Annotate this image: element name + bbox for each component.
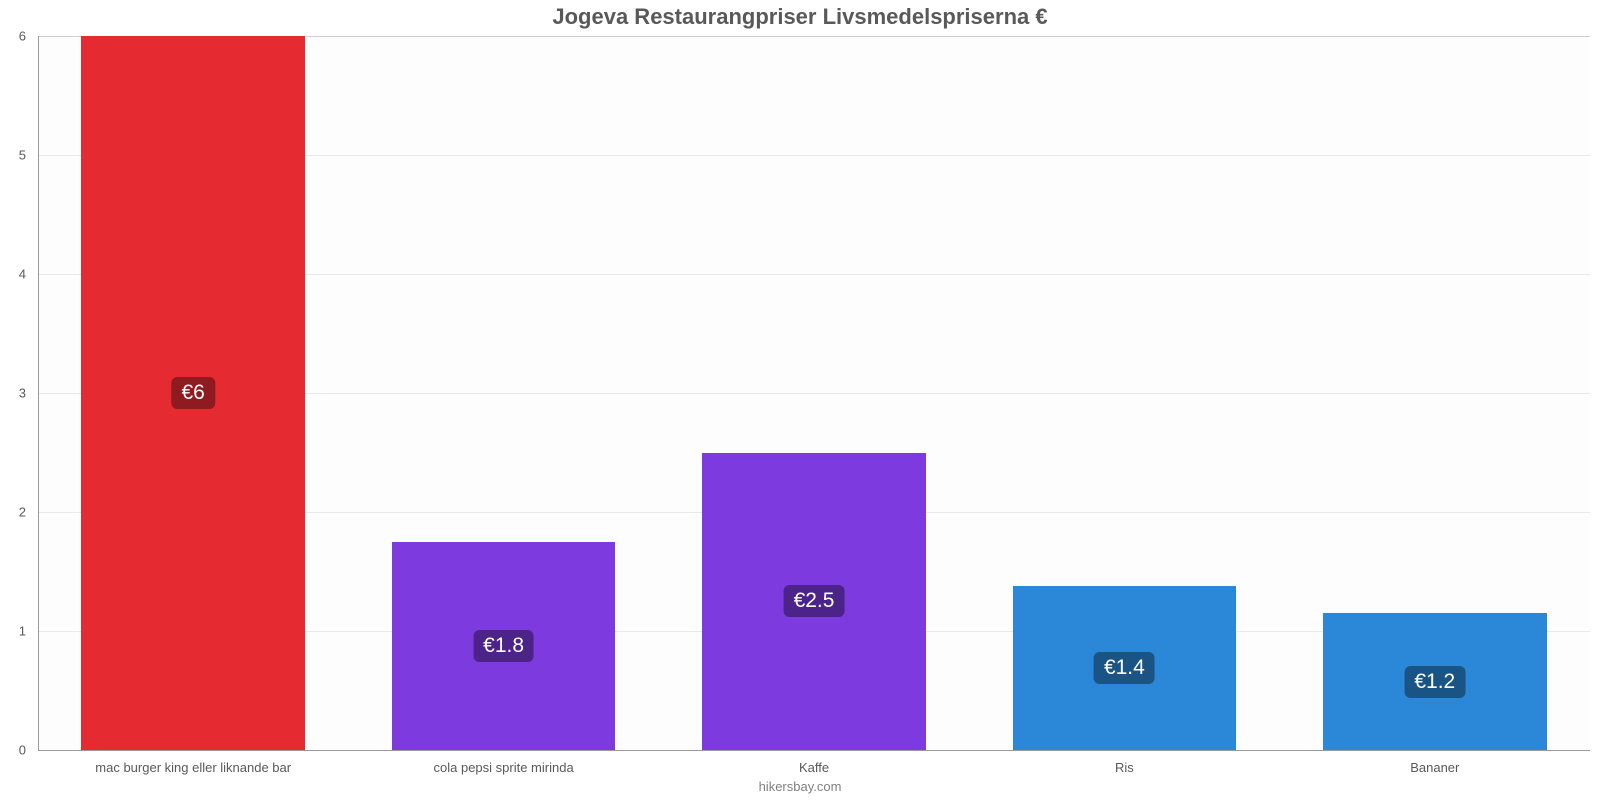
x-tick-label: Bananer xyxy=(1410,750,1459,775)
y-tick-label: 5 xyxy=(19,148,38,163)
y-tick-label: 2 xyxy=(19,505,38,520)
bar-value-label: €1.2 xyxy=(1404,666,1465,698)
y-tick-label: 1 xyxy=(19,624,38,639)
bar-value-label: €1.4 xyxy=(1094,652,1155,684)
x-tick-label: cola pepsi sprite mirinda xyxy=(434,750,574,775)
attribution-text: hikersbay.com xyxy=(0,779,1600,794)
y-tick-label: 4 xyxy=(19,267,38,282)
chart-title: Jogeva Restaurangpriser Livsmedelspriser… xyxy=(0,4,1600,30)
y-axis xyxy=(38,36,39,750)
y-tick-label: 0 xyxy=(19,743,38,758)
bar-value-label: €6 xyxy=(172,377,215,409)
price-bar-chart: Jogeva Restaurangpriser Livsmedelspriser… xyxy=(0,0,1600,800)
bar-value-label: €1.8 xyxy=(473,630,534,662)
x-tick-label: Kaffe xyxy=(799,750,829,775)
bar-value-label: €2.5 xyxy=(784,585,845,617)
x-tick-label: mac burger king eller liknande bar xyxy=(95,750,291,775)
plot-area: 0123456€6mac burger king eller liknande … xyxy=(38,36,1590,750)
x-tick-label: Ris xyxy=(1115,750,1134,775)
y-tick-label: 6 xyxy=(19,29,38,44)
y-tick-label: 3 xyxy=(19,386,38,401)
